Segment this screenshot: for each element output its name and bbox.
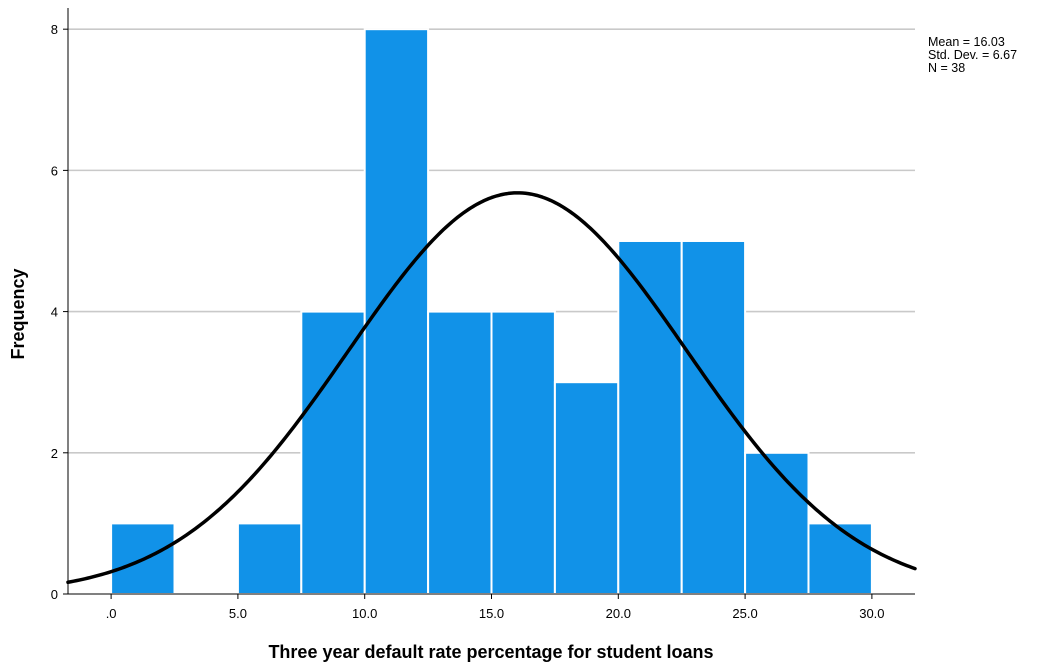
x-tick-label-0: .0	[106, 606, 117, 621]
x-axis-title: Three year default rate percentage for s…	[268, 642, 713, 662]
histogram-bar-2	[236, 522, 303, 595]
x-tick-labels: .0 5.0 10.0 15.0 20.0 25.0 30.0	[106, 594, 885, 621]
stats-mean: Mean = 16.03	[928, 35, 1005, 49]
histogram-bar-11	[807, 522, 873, 595]
histogram-bar-10	[744, 451, 810, 595]
normal-curve	[66, 191, 917, 585]
y-tick-label-2: 4	[51, 305, 58, 320]
histogram-bar-6	[490, 310, 556, 595]
y-tick-label-0: 0	[51, 587, 58, 602]
histogram-bar-7	[553, 381, 620, 596]
histogram-bar-3	[300, 310, 366, 595]
y-tick-label-3: 6	[51, 163, 58, 178]
y-tick-label-1: 2	[51, 446, 58, 461]
stats-n: N = 38	[928, 61, 965, 75]
x-tick-label-3: 15.0	[479, 606, 504, 621]
stats-std-dev: Std. Dev. = 6.67	[928, 48, 1017, 62]
stats-box: Mean = 16.03 Std. Dev. = 6.67 N = 38	[928, 35, 1017, 75]
y-axis-title: Frequency	[8, 268, 28, 359]
x-tick-label-4: 20.0	[606, 606, 631, 621]
x-tick-label-1: 5.0	[229, 606, 247, 621]
histogram-bar-8	[617, 239, 683, 595]
x-tick-label-2: 10.0	[352, 606, 377, 621]
x-tick-label-6: 30.0	[859, 606, 884, 621]
y-tick-label-4: 8	[51, 22, 58, 37]
x-tick-label-5: 25.0	[732, 606, 757, 621]
normal-curve-layer	[66, 191, 917, 585]
histogram-bar-5	[427, 310, 493, 595]
y-tick-labels: 0 2 4 6 8	[51, 22, 68, 602]
